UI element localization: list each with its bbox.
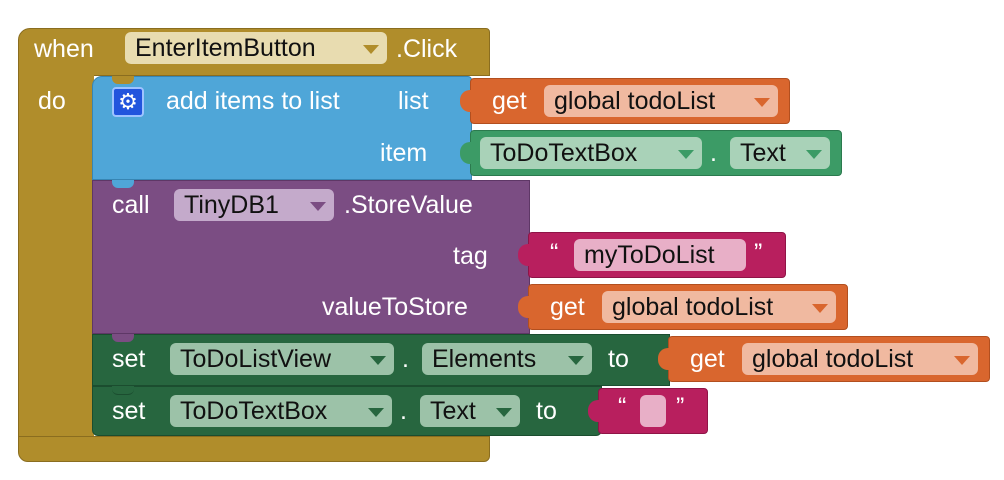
set-text-notch (112, 386, 134, 395)
property-dropdown[interactable]: Text (730, 137, 830, 169)
get-block-plug (658, 348, 670, 370)
text-property-dropdown[interactable]: Text (420, 395, 520, 427)
get-label: get (550, 293, 585, 321)
close-quote: ” (676, 393, 685, 421)
chevron-down-icon[interactable] (370, 356, 386, 365)
variable-name: global todoList (752, 345, 914, 373)
chevron-down-icon[interactable] (954, 356, 970, 365)
get-label: get (690, 345, 725, 373)
component-name: ToDoTextBox (490, 139, 638, 167)
event-block-spine (18, 74, 94, 438)
method-label: .StoreValue (344, 191, 473, 219)
component-block-plug (460, 142, 472, 164)
get-block-plug (460, 90, 472, 112)
text-block-plug (518, 244, 530, 266)
add-items-title: add items to list (166, 87, 340, 115)
set-label: set (112, 345, 146, 373)
chevron-down-icon[interactable] (568, 356, 584, 365)
tinydb-dropdown[interactable]: TinyDB1 (174, 189, 334, 221)
event-component-name: EnterItemButton (135, 34, 316, 62)
dot-separator: . (710, 139, 717, 167)
open-quote: “ (550, 239, 559, 267)
chevron-down-icon[interactable] (812, 304, 828, 313)
tinydb-name: TinyDB1 (184, 191, 279, 219)
value-to-store-label: valueToStore (322, 293, 468, 321)
get-block-plug (518, 296, 530, 318)
text-block-plug (588, 400, 600, 422)
textbox-name: ToDoTextBox (180, 397, 328, 425)
variable-name: global todoList (554, 87, 716, 115)
event-name-label: .Click (396, 35, 458, 63)
dot-separator: . (402, 345, 409, 373)
chevron-down-icon[interactable] (754, 98, 770, 107)
chevron-down-icon[interactable] (310, 202, 326, 211)
gear-icon[interactable]: ⚙ (112, 87, 144, 117)
dot-separator: . (400, 397, 407, 425)
elements-dropdown[interactable]: Elements (422, 343, 592, 375)
empty-text-field[interactable] (640, 395, 666, 427)
listview-dropdown[interactable]: ToDoListView (170, 343, 394, 375)
text-property-name: Text (430, 397, 476, 425)
open-quote: “ (618, 393, 627, 421)
call-block-notch (112, 180, 134, 188)
variable-dropdown[interactable]: global todoList (544, 85, 778, 117)
add-items-item-label: item (380, 139, 428, 167)
add-items-block[interactable] (92, 76, 472, 180)
text-value: myToDoList (584, 241, 715, 269)
variable-dropdown[interactable]: global todoList (742, 343, 978, 375)
chevron-down-icon[interactable] (678, 150, 694, 159)
listview-name: ToDoListView (180, 345, 332, 373)
close-quote: ” (754, 239, 763, 267)
event-block-footer (18, 436, 490, 462)
variable-name: global todoList (612, 293, 774, 321)
chevron-down-icon[interactable] (496, 408, 512, 417)
call-label: call (112, 191, 150, 219)
set-label: set (112, 397, 146, 425)
text-value-field[interactable]: myToDoList (574, 239, 746, 271)
add-items-notch (112, 76, 134, 84)
chevron-down-icon[interactable] (806, 150, 822, 159)
to-label: to (536, 397, 557, 425)
to-label: to (608, 345, 629, 373)
tag-label: tag (453, 242, 488, 270)
get-label: get (492, 87, 527, 115)
set-block-notch (112, 334, 134, 342)
property-name: Text (740, 139, 786, 167)
chevron-down-icon[interactable] (363, 45, 379, 54)
component-dropdown[interactable]: ToDoTextBox (480, 137, 702, 169)
textbox-dropdown[interactable]: ToDoTextBox (170, 395, 392, 427)
elements-name: Elements (432, 345, 537, 373)
event-component-dropdown[interactable]: EnterItemButton (125, 32, 387, 64)
variable-dropdown[interactable]: global todoList (602, 291, 836, 323)
chevron-down-icon[interactable] (368, 408, 384, 417)
do-label: do (38, 87, 66, 115)
add-items-list-label: list (398, 87, 429, 115)
when-label: when (34, 35, 94, 63)
